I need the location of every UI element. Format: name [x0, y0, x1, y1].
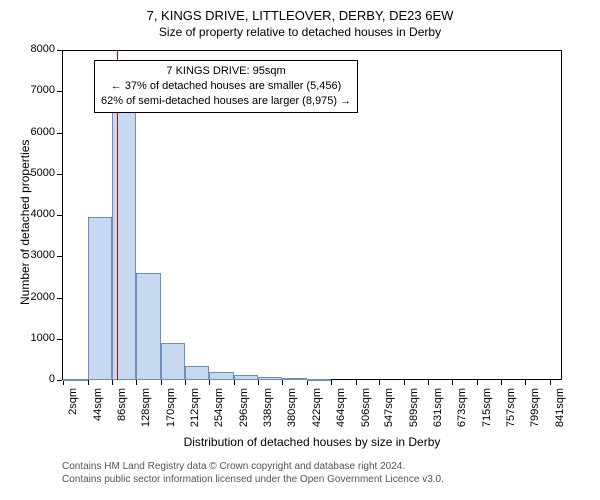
- x-tick-mark: [161, 380, 162, 385]
- y-tick-label: 3000: [17, 249, 55, 261]
- y-tick-mark: [57, 174, 62, 175]
- info-line-3: 62% of semi-detached houses are larger (…: [101, 94, 351, 109]
- info-box: 7 KINGS DRIVE: 95sqm ← 37% of detached h…: [94, 60, 358, 113]
- x-tick-mark: [88, 380, 89, 385]
- x-tick-label: 2sqm: [67, 388, 79, 443]
- histogram-bar: [136, 273, 160, 380]
- x-tick-mark: [258, 380, 259, 385]
- property-size-chart: 7, KINGS DRIVE, LITTLEOVER, DERBY, DE23 …: [0, 0, 600, 500]
- x-tick-label: 296sqm: [238, 388, 250, 443]
- chart-title: 7, KINGS DRIVE, LITTLEOVER, DERBY, DE23 …: [0, 8, 600, 23]
- x-tick-label: 631sqm: [432, 388, 444, 443]
- x-tick-label: 799sqm: [529, 388, 541, 443]
- footer-attribution: Contains HM Land Registry data © Crown c…: [62, 460, 444, 486]
- x-tick-label: 380sqm: [286, 388, 298, 443]
- x-tick-mark: [501, 380, 502, 385]
- histogram-bar: [185, 366, 209, 380]
- x-tick-label: 212sqm: [189, 388, 201, 443]
- x-tick-mark: [112, 380, 113, 385]
- x-tick-mark: [136, 380, 137, 385]
- y-tick-mark: [57, 50, 62, 51]
- y-tick-mark: [57, 339, 62, 340]
- x-tick-label: 338sqm: [262, 388, 274, 443]
- y-tick-label: 0: [17, 373, 55, 385]
- x-tick-label: 254sqm: [213, 388, 225, 443]
- x-tick-mark: [209, 380, 210, 385]
- info-line-1: 7 KINGS DRIVE: 95sqm: [101, 64, 351, 79]
- y-tick-label: 7000: [17, 84, 55, 96]
- histogram-bar: [209, 372, 233, 380]
- x-tick-mark: [379, 380, 380, 385]
- histogram-bar: [307, 379, 331, 381]
- histogram-bar: [112, 104, 136, 380]
- histogram-bar: [161, 343, 185, 380]
- x-tick-label: 841sqm: [554, 388, 566, 443]
- y-axis-label: Number of detached properties: [18, 140, 32, 305]
- x-tick-mark: [428, 380, 429, 385]
- y-tick-label: 1000: [17, 332, 55, 344]
- x-tick-label: 589sqm: [408, 388, 420, 443]
- y-tick-label: 2000: [17, 291, 55, 303]
- x-tick-label: 170sqm: [165, 388, 177, 443]
- x-tick-mark: [452, 380, 453, 385]
- x-tick-label: 128sqm: [140, 388, 152, 443]
- footer-line-2: Contains public sector information licen…: [62, 473, 444, 486]
- y-tick-label: 6000: [17, 126, 55, 138]
- x-tick-label: 547sqm: [383, 388, 395, 443]
- y-tick-mark: [57, 215, 62, 216]
- x-tick-mark: [477, 380, 478, 385]
- x-tick-mark: [404, 380, 405, 385]
- y-tick-mark: [57, 298, 62, 299]
- x-tick-mark: [356, 380, 357, 385]
- x-tick-label: 506sqm: [360, 388, 372, 443]
- y-tick-label: 4000: [17, 208, 55, 220]
- x-tick-label: 86sqm: [116, 388, 128, 443]
- x-tick-mark: [550, 380, 551, 385]
- x-tick-label: 44sqm: [92, 388, 104, 443]
- x-tick-label: 757sqm: [505, 388, 517, 443]
- info-line-2: ← 37% of detached houses are smaller (5,…: [101, 79, 351, 94]
- title-block: 7, KINGS DRIVE, LITTLEOVER, DERBY, DE23 …: [0, 8, 600, 39]
- x-tick-mark: [331, 380, 332, 385]
- y-tick-mark: [57, 91, 62, 92]
- y-tick-mark: [57, 256, 62, 257]
- y-tick-label: 5000: [17, 167, 55, 179]
- y-tick-label: 8000: [17, 43, 55, 55]
- footer-line-1: Contains HM Land Registry data © Crown c…: [62, 460, 444, 473]
- y-tick-mark: [57, 380, 62, 381]
- histogram-bar: [234, 375, 258, 380]
- y-tick-mark: [57, 133, 62, 134]
- x-tick-mark: [282, 380, 283, 385]
- x-tick-label: 422sqm: [311, 388, 323, 443]
- x-tick-label: 464sqm: [335, 388, 347, 443]
- histogram-bar: [282, 378, 306, 380]
- x-tick-mark: [525, 380, 526, 385]
- x-tick-label: 715sqm: [481, 388, 493, 443]
- histogram-bar: [63, 379, 87, 381]
- histogram-bar: [88, 217, 112, 380]
- chart-subtitle: Size of property relative to detached ho…: [0, 25, 600, 39]
- x-tick-mark: [307, 380, 308, 385]
- x-tick-mark: [234, 380, 235, 385]
- x-tick-mark: [185, 380, 186, 385]
- x-tick-label: 673sqm: [456, 388, 468, 443]
- histogram-bar: [258, 377, 282, 380]
